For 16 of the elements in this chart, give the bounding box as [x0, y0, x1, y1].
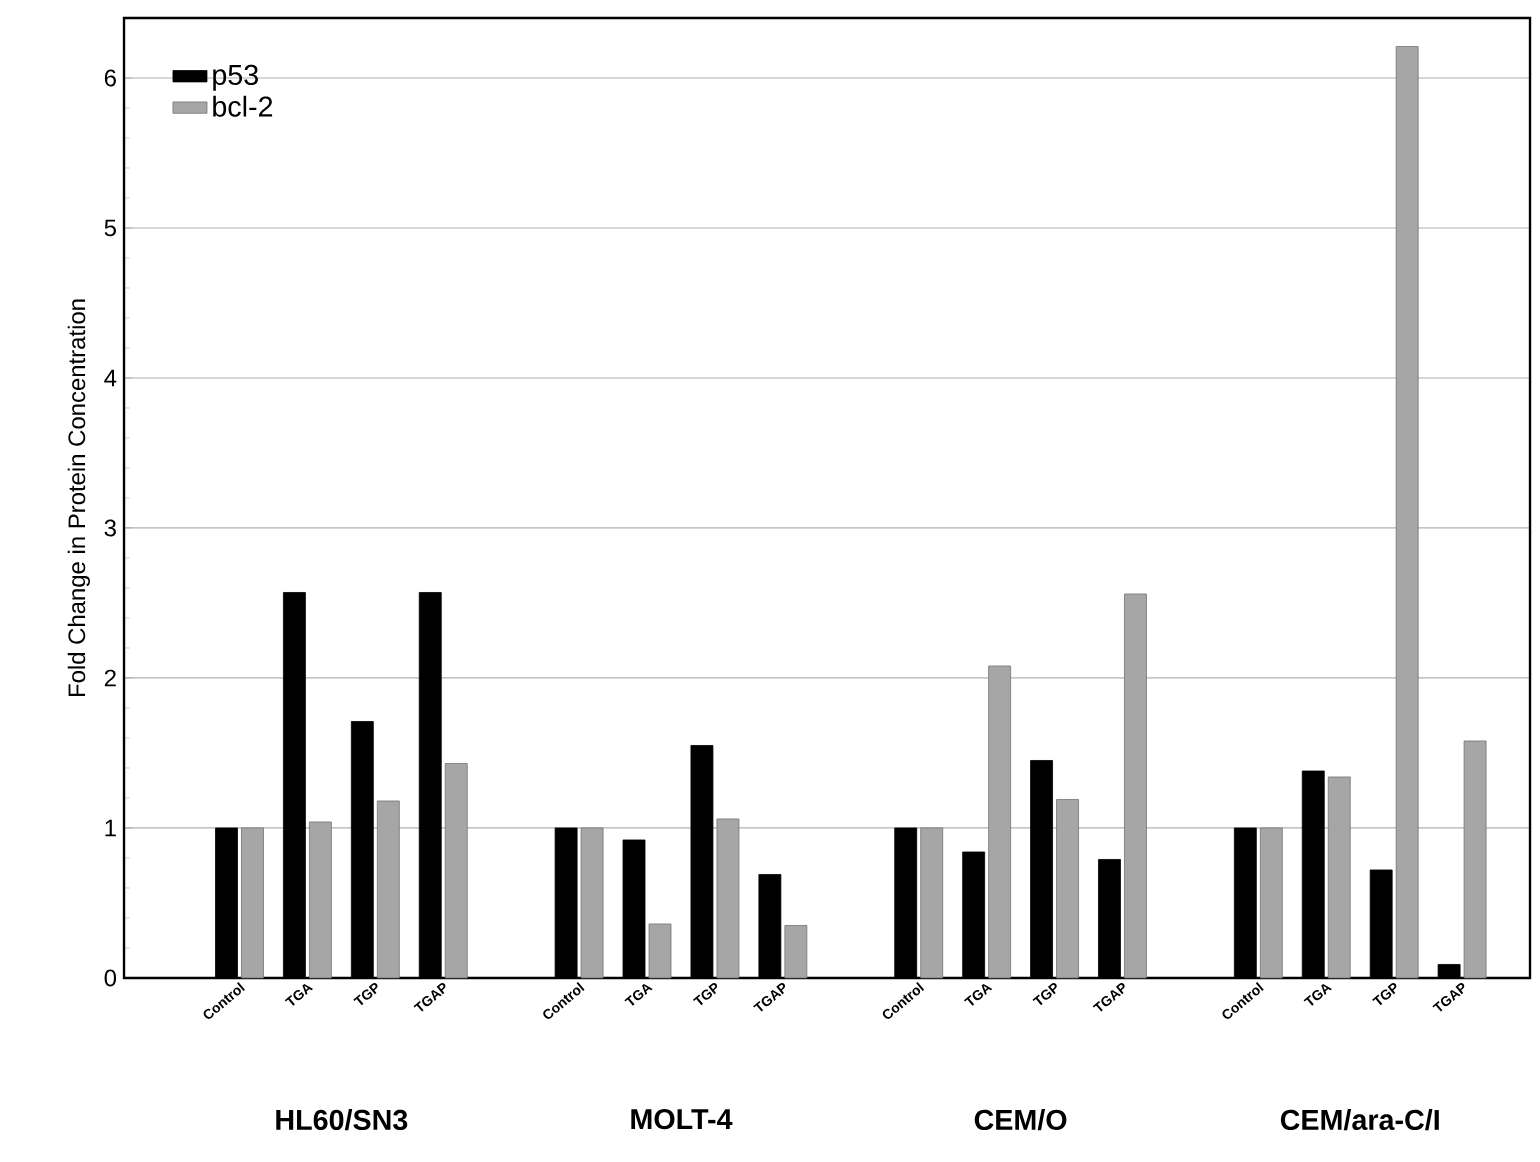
bar [784, 925, 808, 979]
y-axis-title: Fold Change in Protein Concentration [67, 299, 91, 697]
bar [648, 923, 672, 979]
y-tick-label: 4 [104, 369, 117, 387]
y-tick-label: 1 [105, 819, 116, 837]
legend-label: p53 [213, 64, 258, 91]
y-tick-label: 5 [104, 219, 116, 237]
y-tick-label: 3 [104, 519, 116, 537]
y-tick-label: 2 [104, 669, 116, 687]
legend-label: bcl-2 [213, 95, 273, 117]
text: CEM/O [974, 1109, 1067, 1131]
y-tick-label: 6 [104, 69, 116, 87]
text: CEM/ara-C/I [1280, 1109, 1439, 1131]
y-tick-label: 0 [104, 969, 117, 987]
text: HL60/SN3 [276, 1109, 408, 1131]
text: MOLT-4 [631, 1109, 733, 1130]
